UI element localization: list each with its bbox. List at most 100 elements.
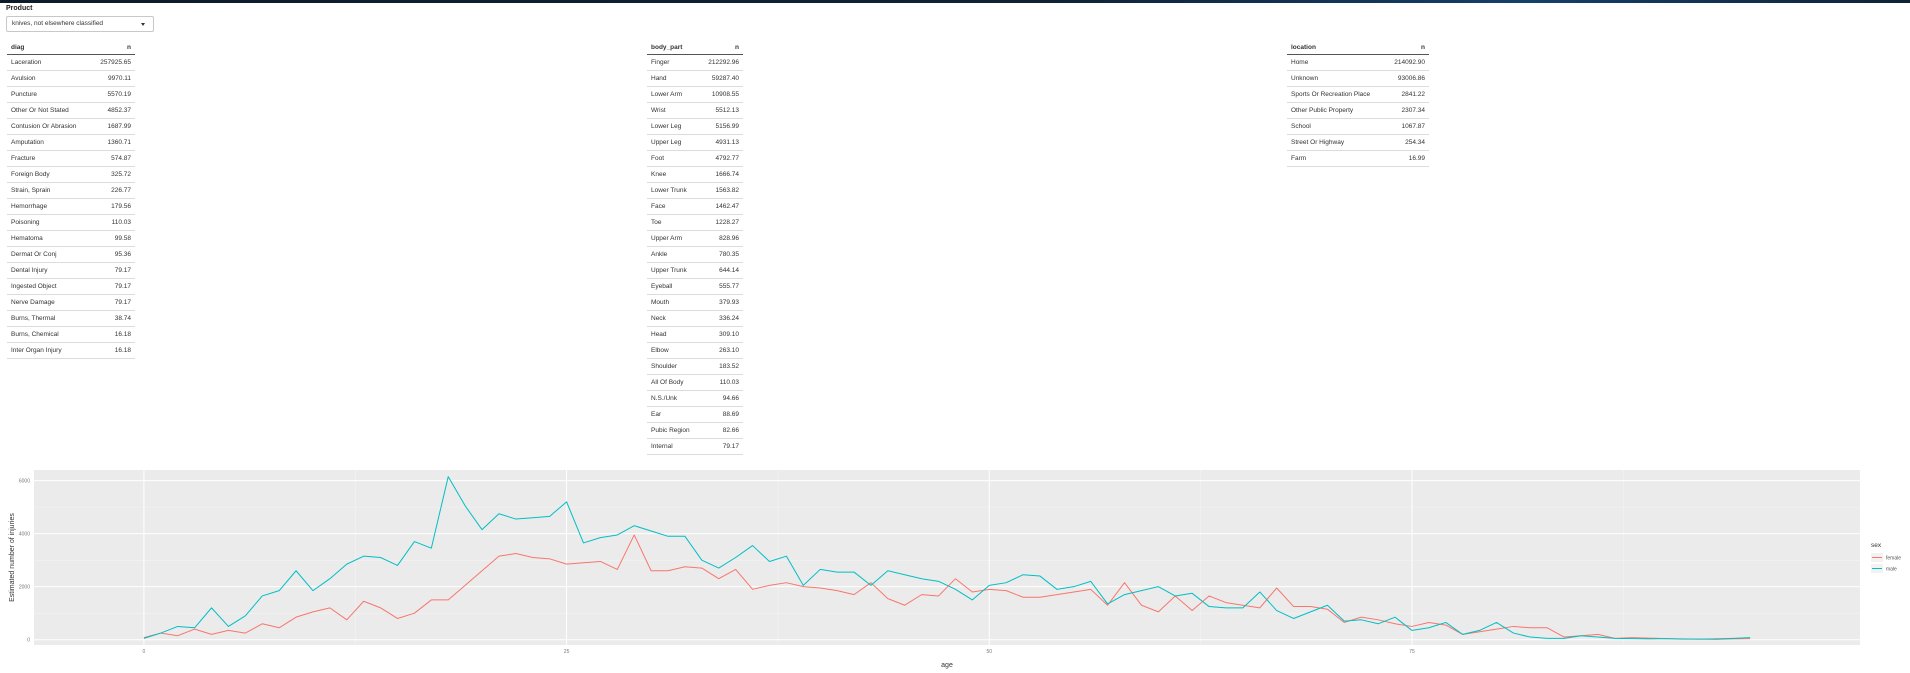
body-part-table-row: All Of Body 110.03 — [647, 374, 743, 391]
location-table-row: Unknown 93006.86 — [1287, 70, 1429, 87]
body-part-cell: Lower Arm — [647, 86, 700, 103]
diag-n-header: n — [90, 41, 135, 55]
body-part-table-row: Lower Leg 5156.99 — [647, 118, 743, 135]
y-tick-label: 2000 — [19, 585, 30, 591]
diag-cell: Contusion Or Abrasion — [7, 118, 91, 135]
body-part-table-row: Ankle 780.35 — [647, 246, 743, 263]
series-line-male — [143, 476, 1751, 640]
body-part-cell: Knee — [647, 166, 700, 183]
diag-table-row: Ingested Object 79.17 — [7, 278, 135, 295]
plot-lines — [143, 476, 1751, 640]
diag-cell: Dermat Or Conj — [7, 246, 91, 263]
body-part-cell: Elbow — [647, 342, 700, 359]
series-line-female — [143, 534, 1751, 640]
body-part-n-cell: 82.66 — [699, 422, 743, 439]
location-cell: Farm — [1287, 150, 1386, 167]
location-table: location n Home 214092.90 Unknown 93006.86 S… — [1287, 41, 1429, 167]
body-part-n-cell: 212292.96 — [699, 54, 743, 71]
body-part-cell: Lower Leg — [647, 118, 700, 135]
x-axis-label: age — [941, 662, 953, 669]
body-part-n-header: n — [699, 41, 743, 55]
diag-cell: Hematoma — [7, 230, 91, 247]
body-part-table-row: Knee 1666.74 — [647, 166, 743, 183]
diag-table-row: Burns, Thermal 38.74 — [7, 310, 135, 327]
legend: sex female male — [1871, 542, 1901, 573]
location-n-cell: 254.34 — [1385, 134, 1429, 151]
location-cell: Street Or Highway — [1287, 134, 1386, 151]
diag-cell: Puncture — [7, 86, 91, 103]
diag-n-cell: 5570.19 — [90, 86, 135, 103]
body-part-table-row: Finger 212292.96 — [647, 54, 743, 71]
diag-cell: Burns, Thermal — [7, 310, 91, 327]
body-part-n-cell: 644.14 — [699, 262, 743, 279]
diag-n-cell: 79.17 — [90, 294, 135, 311]
legend-title: sex — [1871, 542, 1882, 549]
legend-label-female: female — [1886, 556, 1901, 562]
diag-n-cell: 4852.37 — [90, 102, 135, 119]
body-part-n-cell: 1462.47 — [699, 198, 743, 215]
location-n-cell: 16.99 — [1385, 150, 1429, 167]
location-table-header: location n — [1287, 41, 1429, 55]
body-part-table-row: Mouth 379.93 — [647, 294, 743, 311]
y-tick-label: 6000 — [19, 479, 30, 485]
x-tick-label: 0 — [143, 649, 146, 655]
body-part-cell: Ear — [647, 406, 700, 423]
body-part-cell: N.S./Unk — [647, 390, 700, 407]
diag-cell: Avulsion — [7, 70, 91, 87]
body-part-table-row: Upper Leg 4931.13 — [647, 134, 743, 151]
location-n-cell: 1067.87 — [1385, 118, 1429, 135]
body-part-cell: Upper Arm — [647, 230, 700, 247]
body-part-table-row: Eyeball 555.77 — [647, 278, 743, 295]
body-part-col-header: body_part — [647, 41, 700, 55]
location-n-cell: 2307.34 — [1385, 102, 1429, 119]
diag-n-cell: 325.72 — [90, 166, 135, 183]
body-part-table-header: body_part n — [647, 41, 743, 55]
body-part-n-cell: 10908.55 — [699, 86, 743, 103]
location-table-row: Farm 16.99 — [1287, 150, 1429, 167]
diag-n-cell: 110.03 — [90, 214, 135, 231]
location-n-header: n — [1385, 41, 1429, 55]
location-table-row: School 1067.87 — [1287, 118, 1429, 135]
body-part-cell: Eyeball — [647, 278, 700, 295]
diag-table-row: Dermat Or Conj 95.36 — [7, 246, 135, 263]
body-part-n-cell: 263.10 — [699, 342, 743, 359]
body-part-cell: Mouth — [647, 294, 700, 311]
diag-table-row: Foreign Body 325.72 — [7, 166, 135, 183]
product-select[interactable]: knives, not elsewhere classified — [6, 16, 154, 32]
location-table-row: Sports Or Recreation Place 2841.22 — [1287, 86, 1429, 103]
body-part-cell: Wrist — [647, 102, 700, 119]
diag-cell: Hemorrhage — [7, 198, 91, 215]
legend-label-male: male — [1886, 567, 1897, 573]
diag-cell: Strain, Sprain — [7, 182, 91, 199]
diag-table-row: Hemorrhage 179.56 — [7, 198, 135, 215]
chevron-down-icon[interactable] — [141, 23, 145, 26]
diag-n-cell: 9970.11 — [90, 70, 135, 87]
location-n-cell: 2841.22 — [1385, 86, 1429, 103]
diag-table-row: Nerve Damage 79.17 — [7, 294, 135, 311]
body-part-n-cell: 1563.82 — [699, 182, 743, 199]
diag-n-cell: 574.87 — [90, 150, 135, 167]
diag-table-row: Amputation 1360.71 — [7, 134, 135, 151]
diag-n-cell: 38.74 — [90, 310, 135, 327]
diag-table-row: Other Or Not Stated 4852.37 — [7, 102, 135, 119]
body-part-table: body_part n Finger 212292.96 Hand 59287.40 L… — [647, 41, 743, 455]
body-part-cell: Shoulder — [647, 358, 700, 375]
body-part-n-cell: 5512.13 — [699, 102, 743, 119]
window-top-bar — [0, 0, 1910, 3]
diag-n-cell: 79.17 — [90, 262, 135, 279]
body-part-table-row: Face 1462.47 — [647, 198, 743, 215]
diag-col-header: diag — [7, 41, 91, 55]
location-cell: Sports Or Recreation Place — [1287, 86, 1386, 103]
diag-table-row: Inter Organ Injury 16.18 — [7, 342, 135, 359]
diag-n-cell: 16.18 — [90, 342, 135, 359]
body-part-cell: Foot — [647, 150, 700, 167]
body-part-n-cell: 336.24 — [699, 310, 743, 327]
diag-table-row: Burns, Chemical 16.18 — [7, 326, 135, 343]
x-tick-label: 50 — [986, 649, 992, 655]
body-part-n-cell: 5156.99 — [699, 118, 743, 135]
body-part-n-cell: 94.66 — [699, 390, 743, 407]
body-part-n-cell: 183.52 — [699, 358, 743, 375]
diag-table-row: Puncture 5570.19 — [7, 86, 135, 103]
body-part-table-row: Pubic Region 82.66 — [647, 422, 743, 439]
x-tick-label: 25 — [564, 649, 570, 655]
